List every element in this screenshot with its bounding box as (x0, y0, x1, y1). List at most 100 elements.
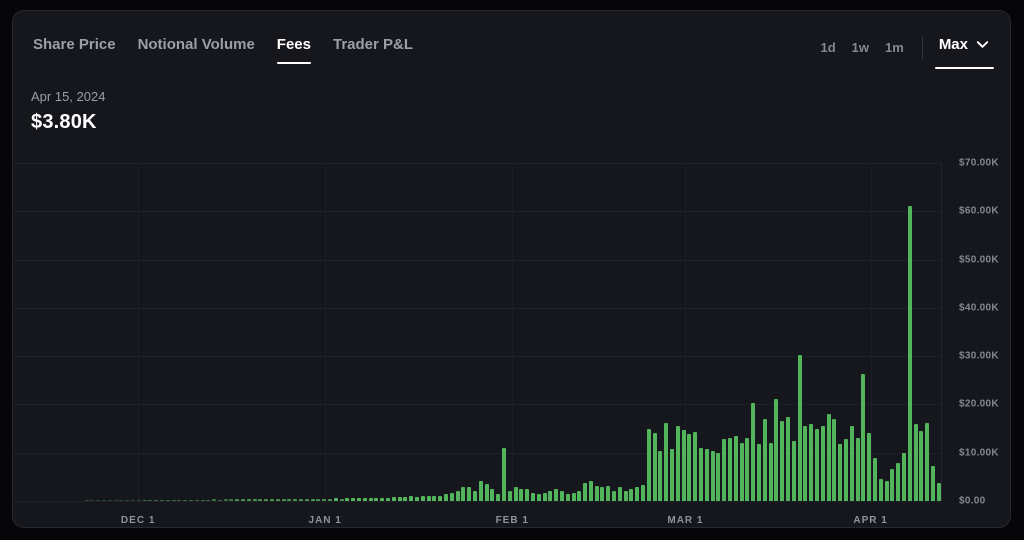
fee-bar[interactable] (310, 498, 315, 501)
fee-bar[interactable] (188, 499, 193, 501)
fee-bar[interactable] (183, 499, 188, 501)
fee-bar[interactable] (287, 498, 292, 501)
fee-bar[interactable] (177, 499, 182, 501)
fee-bar[interactable] (664, 422, 669, 501)
fee-bar[interactable] (270, 498, 275, 501)
fee-bar[interactable] (328, 498, 333, 501)
fee-bar[interactable] (426, 495, 431, 501)
fee-bar[interactable] (154, 500, 159, 501)
fee-bar[interactable] (785, 416, 790, 501)
fee-bar[interactable] (107, 500, 112, 501)
fee-bar[interactable] (449, 492, 454, 501)
fee-bar[interactable] (855, 437, 860, 501)
fee-bar[interactable] (490, 489, 495, 501)
fee-bar[interactable] (861, 374, 866, 501)
fee-bar[interactable] (472, 490, 477, 501)
fee-bar[interactable] (246, 499, 251, 501)
fee-bar[interactable] (554, 489, 559, 501)
fee-bar[interactable] (438, 496, 443, 501)
fee-bar[interactable] (136, 500, 141, 501)
fee-bar[interactable] (699, 447, 704, 501)
fee-bar[interactable] (90, 500, 95, 501)
fee-bar[interactable] (212, 499, 217, 501)
fee-bar[interactable] (890, 469, 895, 501)
fee-bar[interactable] (530, 492, 535, 501)
fee-bar[interactable] (206, 499, 211, 501)
fee-bar[interactable] (432, 496, 437, 501)
fee-bar[interactable] (304, 498, 309, 501)
fee-bar[interactable] (194, 499, 199, 501)
fee-bar[interactable] (768, 442, 773, 501)
range-max-dropdown[interactable]: Max (934, 36, 994, 69)
fee-bar[interactable] (217, 499, 222, 501)
fee-bar[interactable] (496, 494, 501, 501)
fee-bar[interactable] (907, 205, 912, 501)
fee-bar[interactable] (142, 500, 147, 501)
fee-bar[interactable] (809, 424, 814, 501)
fee-bar[interactable] (507, 490, 512, 501)
fee-bar[interactable] (171, 500, 176, 501)
fee-bar[interactable] (125, 500, 130, 501)
fee-bar[interactable] (484, 484, 489, 501)
fee-bar[interactable] (443, 494, 448, 501)
fee-bar[interactable] (281, 498, 286, 501)
fee-bar[interactable] (223, 499, 228, 501)
fee-bar[interactable] (710, 451, 715, 501)
fee-bar[interactable] (884, 481, 889, 501)
fee-bar[interactable] (501, 447, 506, 501)
fee-bar[interactable] (386, 497, 390, 501)
fee-bar[interactable] (316, 498, 321, 501)
fee-bar[interactable] (681, 429, 686, 501)
fee-bar[interactable] (600, 487, 605, 501)
fee-bar[interactable] (629, 488, 634, 501)
fee-bar[interactable] (461, 487, 466, 501)
fee-bar[interactable] (299, 498, 304, 501)
fee-bar[interactable] (536, 494, 541, 501)
fee-bar[interactable] (101, 500, 106, 501)
fee-bar[interactable] (467, 487, 472, 501)
fee-bar[interactable] (351, 498, 356, 501)
fee-bar[interactable] (739, 442, 744, 501)
fee-bar[interactable] (374, 497, 379, 501)
fee-bar[interactable] (878, 479, 883, 501)
fee-bar[interactable] (565, 494, 570, 501)
fee-bar[interactable] (148, 500, 153, 501)
fee-bar[interactable] (687, 434, 692, 501)
fee-bar[interactable] (762, 419, 767, 501)
fee-bar[interactable] (791, 441, 796, 501)
fee-bar[interactable] (420, 496, 425, 501)
fee-bar[interactable] (455, 490, 460, 501)
fee-bar[interactable] (241, 499, 246, 501)
fee-bar[interactable] (617, 487, 622, 501)
fee-bar[interactable] (264, 499, 269, 501)
fee-bar[interactable] (478, 481, 483, 501)
fee-bar[interactable] (936, 482, 941, 501)
fee-bar[interactable] (872, 457, 877, 501)
fee-bar[interactable] (583, 482, 588, 501)
fee-bar[interactable] (380, 497, 385, 501)
fee-bar[interactable] (391, 497, 396, 501)
fee-bar[interactable] (571, 492, 576, 501)
fee-bar[interactable] (838, 444, 843, 501)
fee-bar[interactable] (403, 496, 408, 501)
tab-fees[interactable]: Fees (276, 36, 311, 64)
fee-bar[interactable] (577, 490, 582, 501)
fee-bar[interactable] (728, 437, 733, 501)
fee-bar[interactable] (693, 432, 698, 501)
fee-bar[interactable] (901, 452, 906, 501)
fee-bar[interactable] (774, 398, 779, 501)
fee-bar[interactable] (362, 498, 367, 501)
fee-bar[interactable] (925, 422, 930, 501)
fee-bar[interactable] (275, 498, 280, 501)
range-button-1w[interactable]: 1w (851, 40, 870, 55)
fee-bar[interactable] (606, 486, 611, 501)
fee-bar[interactable] (345, 498, 350, 501)
fee-bar[interactable] (414, 496, 419, 501)
fee-bar[interactable] (525, 489, 530, 501)
fee-bar[interactable] (849, 426, 854, 501)
tab-trader-p-l[interactable]: Trader P&L (333, 36, 413, 64)
fee-bar[interactable] (159, 500, 164, 501)
fee-bar[interactable] (652, 432, 657, 501)
fee-bar[interactable] (722, 439, 727, 501)
fee-bar[interactable] (252, 499, 257, 501)
